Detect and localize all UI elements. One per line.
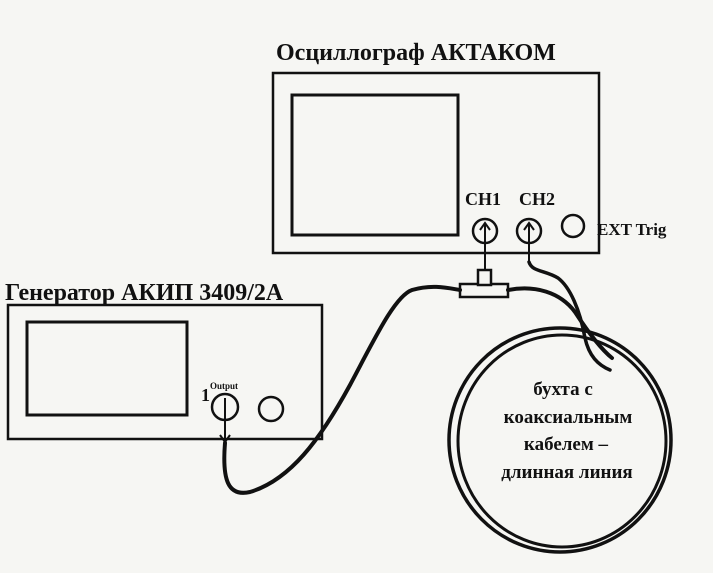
coil-label-line1: бухта с [533,379,593,400]
ch1-label: CH1 [465,189,501,209]
t-connector [458,268,510,299]
coil-label-line3: кабелем – [524,434,609,455]
generator-to-tee-cable [222,284,462,495]
coil-label-line4: длинная линия [501,462,632,483]
oscilloscope-body [271,71,601,255]
oscilloscope-screen [290,93,460,237]
coil-label-line2: коаксиальным [504,407,633,428]
ch2-input-arrow [523,221,535,262]
cable-coil [447,326,673,554]
ch2-label: CH2 [519,189,555,209]
ext-trig-connector [560,213,586,239]
ch2-to-coil-cable [527,260,612,372]
tee-to-coil-cable [506,286,614,360]
generator-screen [25,320,189,417]
ch1-input-arrow [479,221,491,272]
generator-body [6,303,324,441]
oscilloscope-title: Осциллограф АКТАКОМ [276,40,556,66]
output-channel-number: 1 [201,385,210,405]
generator-knob [257,395,285,423]
output-label: Output [210,381,238,391]
generator-title: Генератор АКИП 3409/2А [5,280,284,306]
ext-trig-label: EXT Trig [597,220,667,239]
